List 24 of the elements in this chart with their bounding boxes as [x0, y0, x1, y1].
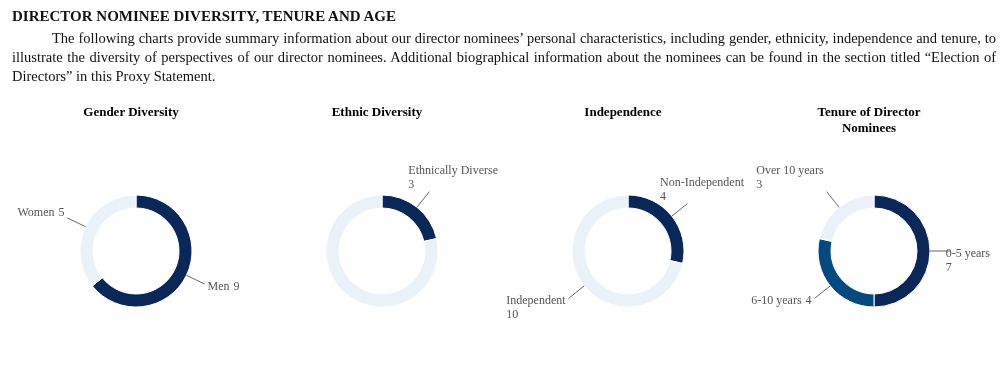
data-label: 9	[233, 278, 240, 293]
chart-title: Independence	[583, 104, 663, 121]
donut-slice	[325, 194, 439, 308]
text: The following charts provide summary information about our director nominees’ personal characteristics, including gender, ethnicity, independence and tenure, to illustrate the diversity of perspectives of our director nominees. Additional biographical information about the nominees can be found in the section titled “Election of Directors” in this Proxy Statement.	[12, 29, 996, 86]
text: DIRECTOR NOMINEE DIVERSITY, TENURE AND AGE	[12, 8, 397, 25]
slice-label: 0-5 years	[945, 246, 991, 260]
data-label: 5	[58, 205, 65, 220]
data-label: 3	[756, 176, 763, 191]
data-label: 10	[506, 307, 519, 322]
data-label: 3	[408, 176, 415, 191]
chart-title: Gender Diversity	[82, 104, 180, 121]
slice-label: Non-Independent	[660, 174, 745, 189]
slice-label: Over 10 years	[756, 162, 824, 177]
data-label: 4	[805, 293, 812, 308]
slice-label: Ethnically Diverse	[408, 162, 498, 177]
slice-label: 6-10 years	[751, 293, 802, 308]
donut-slice	[571, 194, 684, 308]
chart-title: Tenure of Director Nominees	[816, 104, 922, 137]
slice-label: Independent	[506, 293, 567, 308]
chart-title: Ethnic Diversity	[330, 104, 424, 121]
data-label: 7	[945, 260, 952, 274]
slice-label: Women	[17, 205, 55, 220]
data-label: 4	[660, 188, 667, 203]
slice-label: Men	[207, 278, 230, 293]
